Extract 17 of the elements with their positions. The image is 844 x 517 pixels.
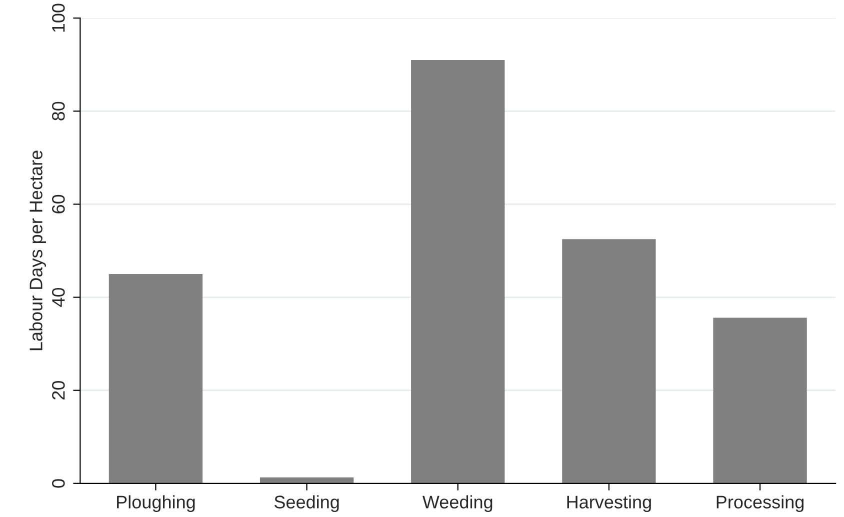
y-tick-label: 20 — [52, 381, 65, 400]
x-tick-label: Weeding — [422, 495, 492, 512]
x-tick-label: Harvesting — [567, 495, 651, 512]
y-axis-title: Labour Days per Hectare — [29, 150, 46, 350]
y-tick-label: 80 — [52, 102, 65, 120]
y-tick-label: 100 — [52, 4, 65, 32]
bar — [713, 318, 807, 484]
y-tick-label: 60 — [52, 194, 65, 214]
x-tick-label: Ploughing — [117, 495, 195, 512]
x-tick-label: Seeding — [274, 495, 339, 512]
bar — [562, 239, 656, 484]
bar — [108, 274, 203, 484]
bar — [411, 60, 505, 484]
y-tick-label: 40 — [52, 288, 65, 307]
bar — [260, 477, 354, 484]
y-tick-label: 0 — [52, 479, 65, 488]
x-tick-label: Processing — [716, 495, 804, 512]
